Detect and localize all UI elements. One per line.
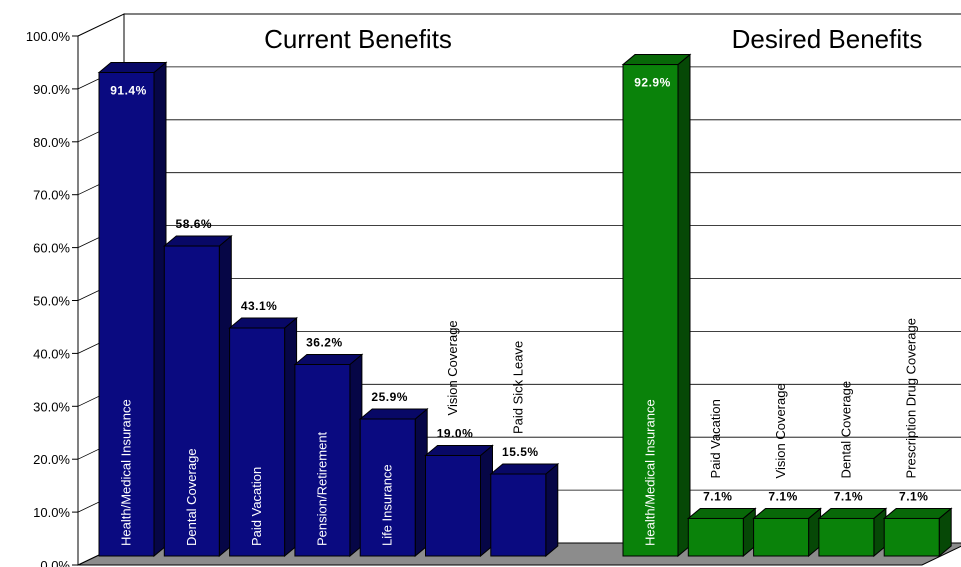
- y-tick-label: 20.0%: [33, 452, 70, 467]
- bar-value-label: 19.0%: [437, 426, 474, 440]
- bar-category-label: Health/Medical Insurance: [643, 399, 658, 546]
- bar-front: [294, 364, 351, 557]
- bar-front: [490, 473, 547, 557]
- bar-top: [752, 507, 822, 519]
- bar: 91.4% Health/Medical Insurance: [97, 61, 168, 558]
- bar-value-label: 25.9%: [371, 390, 408, 404]
- bar-category-label: Paid Sick Leave: [510, 341, 525, 434]
- group-titles: Current Benefits Desired Benefits: [264, 24, 922, 54]
- bar-value-label: 7.1%: [899, 489, 928, 503]
- bar-value-label: 7.1%: [834, 489, 863, 503]
- y-tick-label: 50.0%: [33, 294, 70, 309]
- y-tick-label: 100.0%: [26, 29, 71, 44]
- y-tick-label: 40.0%: [33, 346, 70, 361]
- bar-top: [293, 354, 364, 366]
- bar-front: [622, 64, 679, 557]
- bar-top: [489, 463, 560, 475]
- bar-front: [687, 517, 744, 557]
- bar-front: [425, 454, 481, 557]
- bar-value-label: 58.6%: [176, 217, 213, 231]
- bar-front: [818, 517, 875, 557]
- bar-side: [545, 462, 559, 558]
- bar-top: [882, 507, 953, 519]
- bar-front: [359, 418, 416, 557]
- bar-value-label: 15.5%: [502, 445, 539, 459]
- bar: 43.1% Paid Vacation: [228, 299, 298, 558]
- bar-top: [686, 507, 757, 519]
- bar: 7.1% Vision Coverage: [752, 383, 822, 558]
- bar: 7.1% Dental Coverage: [817, 381, 888, 558]
- bar-side: [677, 53, 691, 558]
- y-tick-label: 10.0%: [33, 505, 70, 520]
- bar: 15.5% Paid Sick Leave: [489, 341, 560, 558]
- bar-value-label: 7.1%: [768, 489, 797, 503]
- bar-category-label: Dental Coverage: [838, 381, 853, 479]
- bar-front: [163, 245, 220, 557]
- bar-category-label: Life Insurance: [380, 464, 395, 546]
- bar-category-label: Paid Vacation: [249, 467, 264, 546]
- bar-value-label: 36.2%: [306, 336, 343, 350]
- y-tick-label: 0.0%: [40, 558, 70, 567]
- bar-category-label: Vision Coverage: [773, 383, 788, 478]
- bar-top: [817, 507, 888, 519]
- bar-top: [97, 61, 168, 73]
- bar-value-label: 91.4%: [110, 83, 147, 97]
- bar: 36.2% Pension/Retirement: [293, 336, 364, 558]
- bar-category-label: Vision Coverage: [445, 320, 460, 415]
- bar-value-label: 7.1%: [703, 489, 732, 503]
- bar-top: [228, 317, 298, 329]
- bar-value-label: 43.1%: [241, 299, 278, 313]
- y-tick-label: 80.0%: [33, 135, 70, 150]
- bar: 7.1% Prescription Drug Coverage: [882, 318, 953, 558]
- bar-top: [162, 235, 233, 247]
- bar: 58.6% Dental Coverage: [162, 217, 233, 558]
- bar-front: [883, 517, 940, 557]
- bar-front: [753, 517, 810, 557]
- bar-front: [98, 71, 155, 557]
- y-tick-label: 70.0%: [33, 188, 70, 203]
- y-tick-label: 30.0%: [33, 399, 70, 414]
- bar: 92.9% Health/Medical Insurance: [621, 53, 692, 558]
- bar-category-label: Prescription Drug Coverage: [904, 318, 919, 478]
- bar-top: [358, 408, 429, 420]
- y-axis: 0.0% 10.0% 20.0% 30.0% 40.0% 50.0% 60.0% 70.0% 8…: [26, 29, 79, 567]
- bar-top: [621, 54, 692, 66]
- bar-category-label: Health/Medical Insurance: [119, 399, 134, 546]
- bars: 91.4% Health/Medical Insurance 58.6% Dental…: [97, 53, 953, 558]
- bar-category-label: Dental Coverage: [184, 448, 199, 546]
- group-title-current: Current Benefits: [264, 24, 452, 54]
- bar-category-label: Paid Vacation: [708, 399, 723, 478]
- y-tick-label: 90.0%: [33, 82, 70, 97]
- y-tick-label: 60.0%: [33, 241, 70, 256]
- bar-value-label: 92.9%: [634, 76, 671, 90]
- bar-category-label: Pension/Retirement: [314, 431, 329, 546]
- group-title-desired: Desired Benefits: [732, 24, 923, 54]
- bar-front: [229, 327, 286, 557]
- bar: 25.9% Life Insurance: [358, 390, 429, 558]
- bar-top: [424, 444, 494, 456]
